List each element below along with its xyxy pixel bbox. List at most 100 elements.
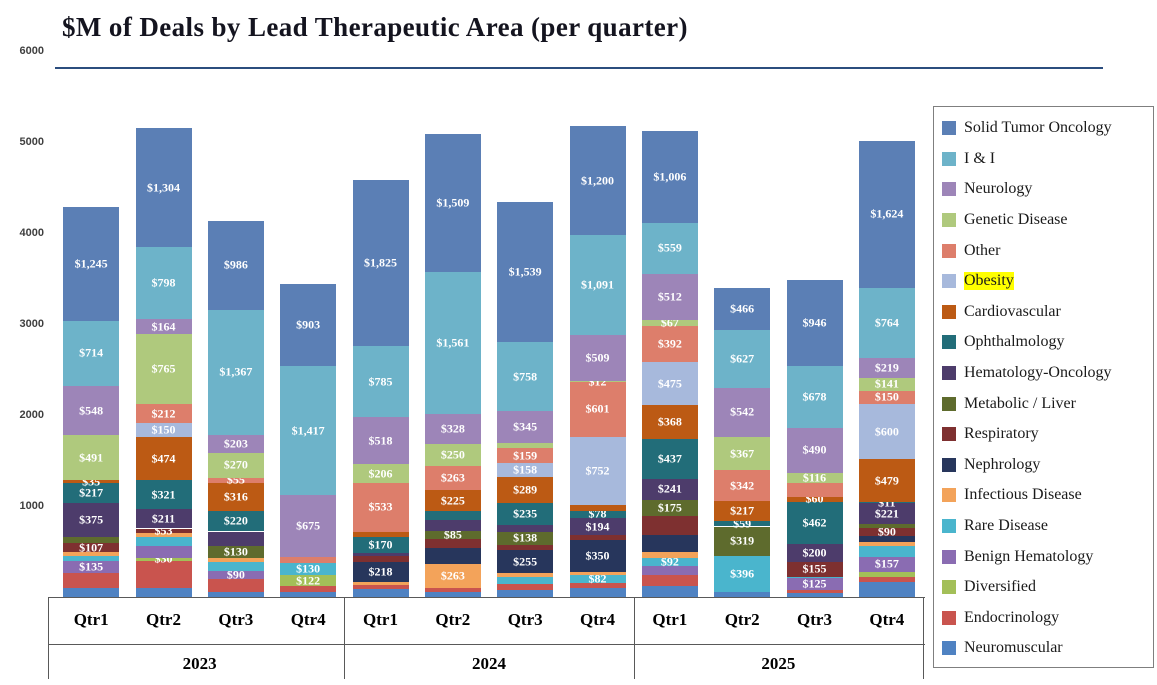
- legend-label: Benign Hematology: [964, 547, 1094, 565]
- bar-segment: [135, 536, 192, 547]
- legend-label: Hematology-Oncology: [964, 364, 1112, 382]
- bar-segment: $600: [858, 404, 915, 459]
- bar-segment: $765: [135, 334, 192, 404]
- bar-segment: $122: [280, 573, 337, 587]
- bar-segment: [63, 587, 120, 597]
- legend-color-swatch: [942, 304, 956, 319]
- segment-value-label: $903: [296, 317, 321, 332]
- legend-item-endocrinology: Endocrinology: [942, 603, 1153, 634]
- bar-segment: $92: [641, 554, 698, 568]
- legend-label: Obesity: [964, 272, 1014, 291]
- bar-segment: $150: [858, 390, 915, 405]
- legend-color-swatch: [942, 366, 956, 381]
- bar-segment: $289: [497, 477, 554, 504]
- bar-segment: $396: [714, 555, 771, 592]
- segment-value-label: $1,200: [581, 173, 614, 188]
- bar-segment: $130: [207, 544, 264, 558]
- segment-value-label: $138: [513, 530, 538, 545]
- bar-segment: $675: [280, 495, 337, 557]
- bar-segment: $1,245: [63, 207, 120, 321]
- legend-item-other: Other: [942, 235, 1153, 266]
- segment-value-label: $601: [585, 401, 610, 416]
- segment-value-label: $155: [802, 561, 827, 576]
- segment-value-label: $157: [874, 556, 899, 571]
- bar-2023-Qtr1: $135 $107 $375 $217 $35 $491 $548 $714 $1,245: [63, 51, 120, 597]
- bar-segment: [352, 585, 409, 589]
- bar-segment: $1,509: [424, 134, 481, 272]
- segment-value-label: $512: [657, 289, 682, 304]
- bar-segment: $437: [641, 438, 698, 479]
- segment-value-label: $158: [513, 462, 538, 477]
- bar-segment: $138: [497, 530, 554, 545]
- segment-value-label: $255: [513, 554, 538, 569]
- bar-segment: [858, 546, 915, 558]
- bar-segment: $125: [786, 577, 843, 591]
- legend-item-i-i: I & I: [942, 144, 1153, 175]
- legend-color-swatch: [942, 396, 956, 411]
- bar-segment: [63, 552, 120, 556]
- bar-segment: $490: [786, 427, 843, 473]
- bar-segment: $12: [569, 374, 626, 388]
- bar-segment: $548: [63, 385, 120, 436]
- segment-value-label: $1,509: [436, 195, 470, 210]
- bar-segment: $462: [786, 502, 843, 545]
- bar-segment: [497, 584, 554, 590]
- bar-segment: $11: [858, 495, 915, 509]
- segment-value-label: $714: [79, 345, 104, 360]
- segment-value-label: $217: [79, 485, 104, 500]
- bar-segment: $518: [352, 417, 409, 465]
- segment-value-label: $392: [657, 336, 682, 351]
- bar-segment: $986: [207, 220, 264, 311]
- segment-value-label: $785: [368, 374, 393, 389]
- quarter-label: Qtr1: [73, 610, 109, 629]
- legend-label: Rare Disease: [964, 517, 1048, 535]
- bar-segment: [497, 577, 554, 585]
- bar-2025-Qtr2: $396 $319 $59 $217 $342 $367 $542 $627 $466: [714, 51, 771, 597]
- bar-2024-Qtr1: $218 $170 $533 $206 $518 $785 $1,825: [352, 51, 409, 597]
- bar-segment: [424, 538, 481, 548]
- quarter-label: Qtr4: [869, 610, 905, 629]
- bar-segment: [207, 578, 264, 592]
- bar-segment: $375: [63, 503, 120, 538]
- segment-value-label: $509: [585, 350, 610, 365]
- legend-item-hematology-oncology: Hematology-Oncology: [942, 358, 1153, 389]
- segment-value-label: $219: [874, 360, 899, 375]
- segment-value-label: $758: [513, 369, 538, 384]
- legend-item-cardiovascular: Cardiovascular: [942, 297, 1153, 328]
- legend-label: Cardiovascular: [964, 302, 1061, 320]
- segment-value-label: $221: [874, 506, 899, 521]
- bar-segment: $1,561: [424, 271, 481, 414]
- segment-value-label: $475: [657, 376, 682, 391]
- legend-item-diversified: Diversified: [942, 572, 1153, 603]
- legend-item-benign-hematology: Benign Hematology: [942, 541, 1153, 572]
- bar-segment: $328: [424, 413, 481, 444]
- legend-item-infectious-disease: Infectious Disease: [942, 480, 1153, 511]
- segment-value-label: $1,304: [147, 180, 180, 195]
- bar-segment: $764: [858, 288, 915, 358]
- legend-label: I & I: [964, 149, 996, 167]
- legend-item-metabolic-liver: Metabolic / Liver: [942, 388, 1153, 419]
- segment-value-label: $479: [874, 473, 899, 488]
- bar-segment: $164: [135, 319, 192, 335]
- segment-value-label: $135: [79, 559, 104, 574]
- bar-segment: $1,367: [207, 310, 264, 435]
- legend-color-swatch: [942, 641, 956, 656]
- bar-segment: $1,006: [641, 131, 698, 223]
- bar-segment: $155: [786, 561, 843, 577]
- bar-segment: $218: [352, 561, 409, 582]
- bar-segment: $270: [207, 453, 264, 478]
- bar-segment: [207, 561, 264, 571]
- bar-segment: $752: [569, 436, 626, 506]
- axis-vertical-line: [923, 598, 924, 679]
- bar-segment: $1,825: [352, 179, 409, 346]
- bar-segment: [641, 586, 698, 597]
- segment-value-label: $263: [440, 568, 465, 583]
- legend-item-genetic-disease: Genetic Disease: [942, 205, 1153, 236]
- legend-color-swatch: [942, 488, 956, 503]
- quarter-label: Qtr4: [580, 610, 615, 629]
- segment-value-label: $141: [874, 376, 899, 391]
- bar-segment: [135, 546, 192, 558]
- segment-value-label: $548: [79, 403, 104, 418]
- bar-segment: $263: [424, 563, 481, 588]
- bar-segment: $225: [424, 490, 481, 511]
